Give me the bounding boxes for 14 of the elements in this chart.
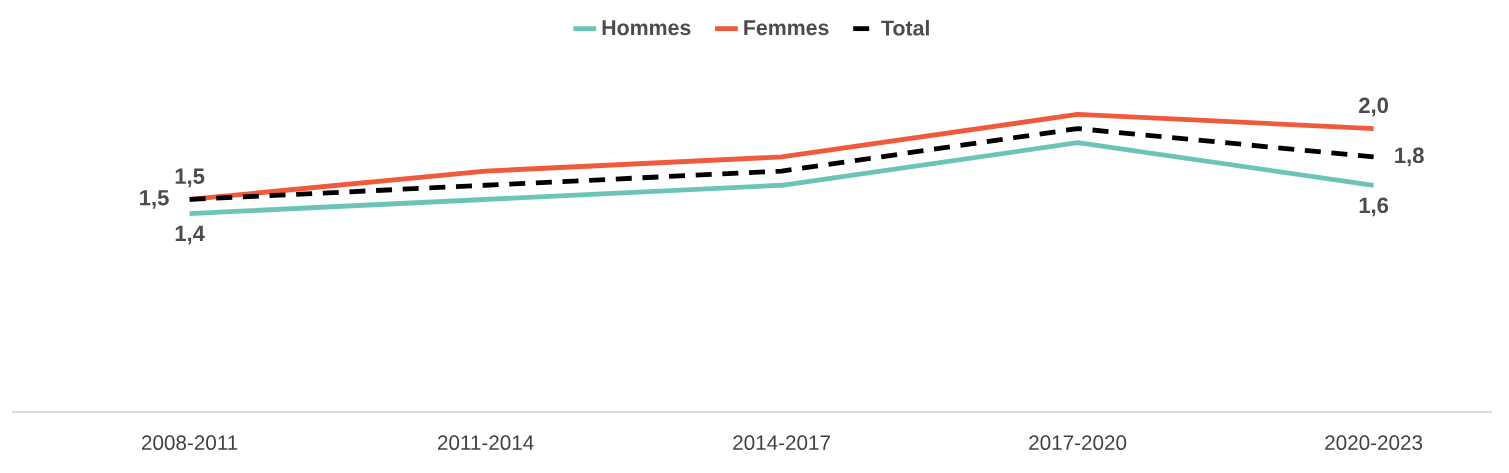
x-tick-label: 2017-2020 <box>1029 435 1127 450</box>
x-tick-label: 2008-2011 <box>142 435 238 450</box>
x-tick-label: 2014-2017 <box>733 435 830 450</box>
legend-label: Hommes <box>602 20 691 36</box>
x-tick-label: 2020-2023 <box>1325 435 1423 450</box>
data-label: 2,0 <box>1359 97 1388 117</box>
data-label: 1,8 <box>1395 147 1424 167</box>
data-label: 1,5 <box>175 168 205 188</box>
data-label: 1,5 <box>140 190 169 209</box>
data-label: 1,6 <box>1359 197 1389 217</box>
data-label: 1,4 <box>175 225 205 245</box>
x-tick-label: 2011-2014 <box>438 435 534 450</box>
legend-label: Total <box>881 19 929 36</box>
legend-label: Femmes <box>744 20 829 36</box>
